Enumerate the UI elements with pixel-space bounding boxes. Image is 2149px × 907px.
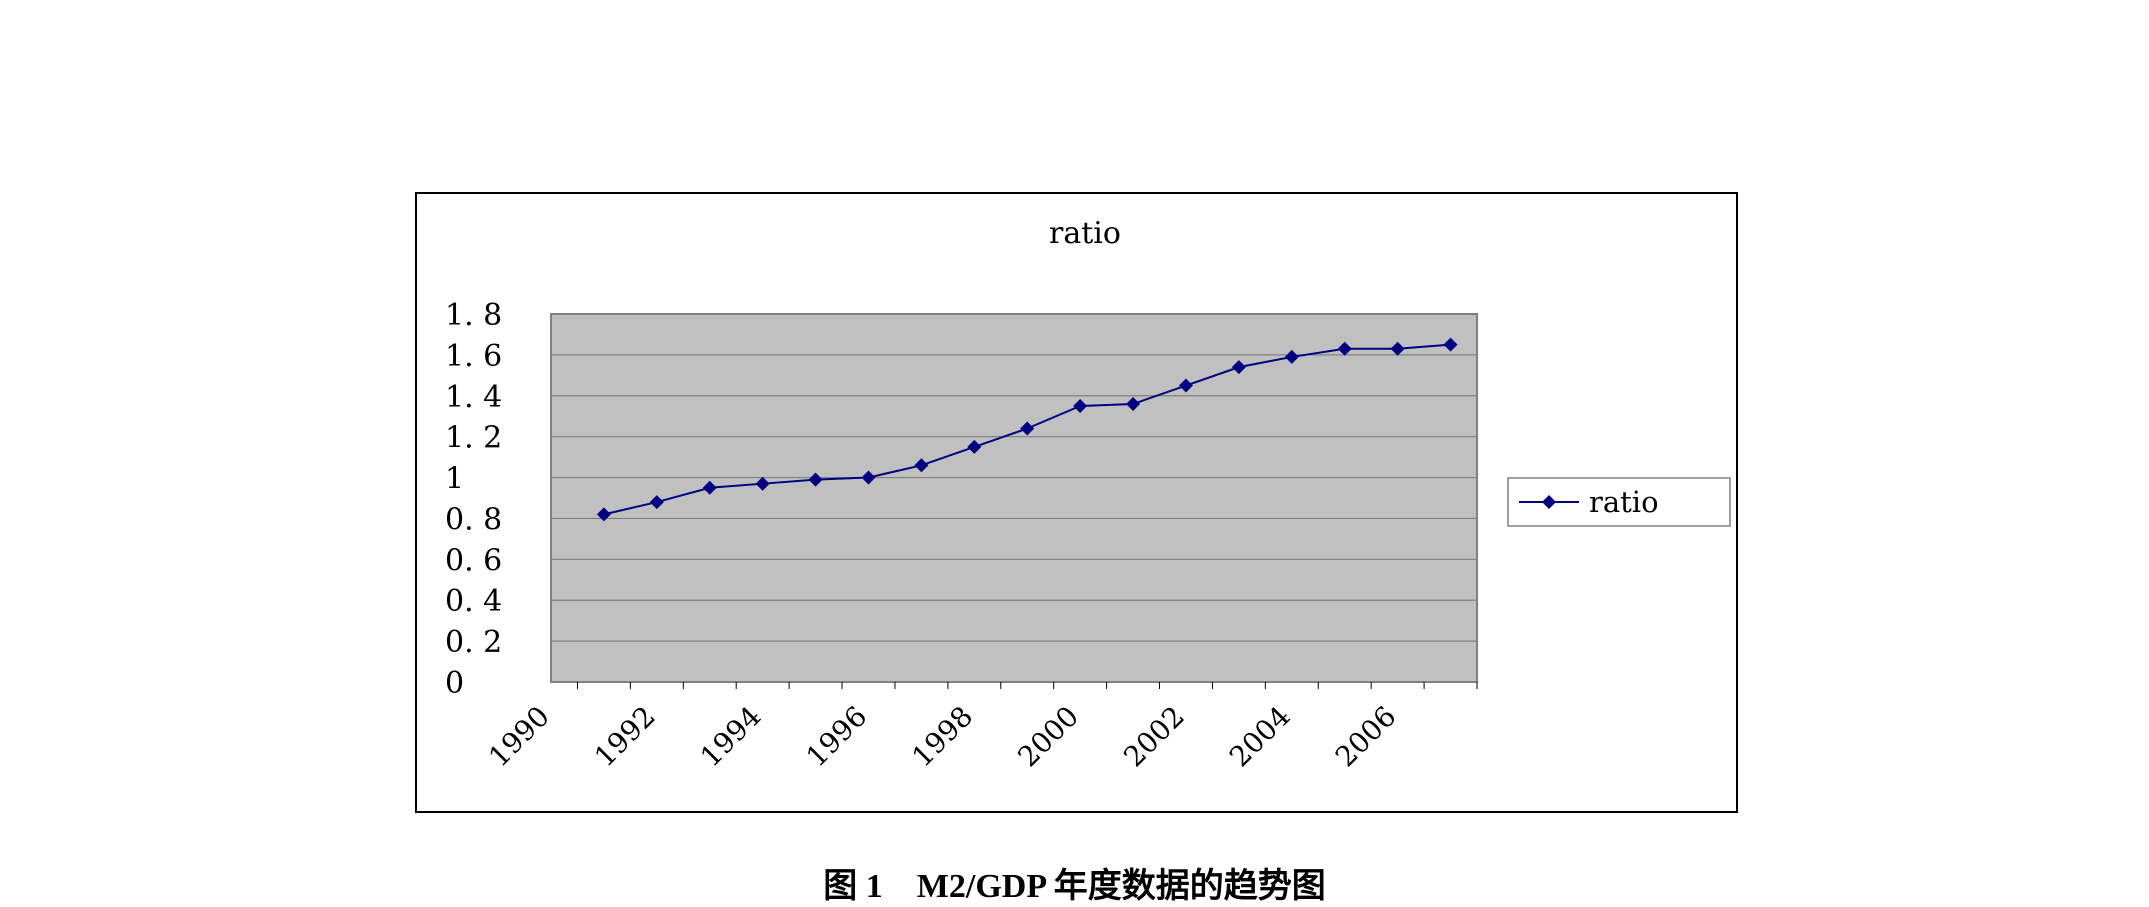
legend-marker (1542, 495, 1556, 509)
legend-label: ratio (1589, 485, 1659, 519)
legend: ratio (1507, 477, 1731, 527)
chart-frame: ratio 0 0. 2 0. 4 0. 6 0. 8 1 1. 2 1. 4 1. 6 1. 8… (415, 192, 1738, 813)
data-point (1073, 399, 1088, 413)
y-tick-label: 1. 2 (445, 421, 502, 456)
data-point (1126, 396, 1141, 411)
y-tick-label: 1 (445, 462, 464, 497)
data-point (1337, 341, 1352, 356)
chart-title: ratio (1049, 216, 1121, 251)
y-tick-label: 0 (445, 666, 464, 701)
x-tick-label: 2002 (1117, 700, 1191, 774)
series-ratio (596, 337, 1458, 522)
x-tick-label: 2006 (1329, 700, 1403, 774)
data-point (1284, 349, 1299, 364)
data-point (1020, 421, 1035, 436)
data-point (755, 476, 770, 491)
data-point (861, 470, 876, 485)
data-point (914, 458, 929, 473)
data-point (1390, 341, 1405, 356)
data-point (649, 495, 664, 510)
data-point (1443, 337, 1458, 352)
data-point (596, 507, 611, 522)
y-axis-ticks: 0 0. 2 0. 4 0. 6 0. 8 1 1. 2 1. 4 1. 6 1. 8 (445, 298, 502, 701)
x-axis-ticks: 1990 1992 1994 1996 1998 2000 2002 2004 2006 (482, 682, 1478, 774)
x-tick-label: 1992 (588, 700, 662, 774)
y-tick-label: 0. 4 (445, 584, 502, 619)
y-tick-label: 0. 2 (445, 625, 502, 660)
figure-caption: 图 1 M2/GDP 年度数据的趋势图 (823, 868, 1326, 905)
x-tick-label: 1994 (694, 700, 768, 774)
x-tick-label: 2004 (1223, 700, 1297, 774)
x-tick-label: 2000 (1011, 700, 1085, 774)
x-tick-label: 1990 (482, 700, 556, 774)
y-tick-label: 1. 6 (445, 339, 502, 374)
x-tick-label: 1996 (800, 700, 874, 774)
line-chart: ratio 0 0. 2 0. 4 0. 6 0. 8 1 1. 2 1. 4 1. 6 1. 8… (445, 216, 1731, 774)
y-tick-label: 0. 8 (445, 502, 502, 537)
grid-lines (551, 354, 1477, 642)
data-point (808, 472, 823, 487)
y-tick-label: 1. 4 (445, 380, 502, 415)
plot-area (550, 313, 1478, 683)
y-tick-label: 1. 8 (445, 298, 502, 333)
y-tick-label: 0. 6 (445, 543, 502, 578)
data-point (1231, 360, 1246, 375)
data-point (1178, 378, 1193, 393)
data-point (967, 439, 982, 454)
x-tick-label: 1998 (906, 700, 980, 774)
data-point (702, 480, 717, 495)
